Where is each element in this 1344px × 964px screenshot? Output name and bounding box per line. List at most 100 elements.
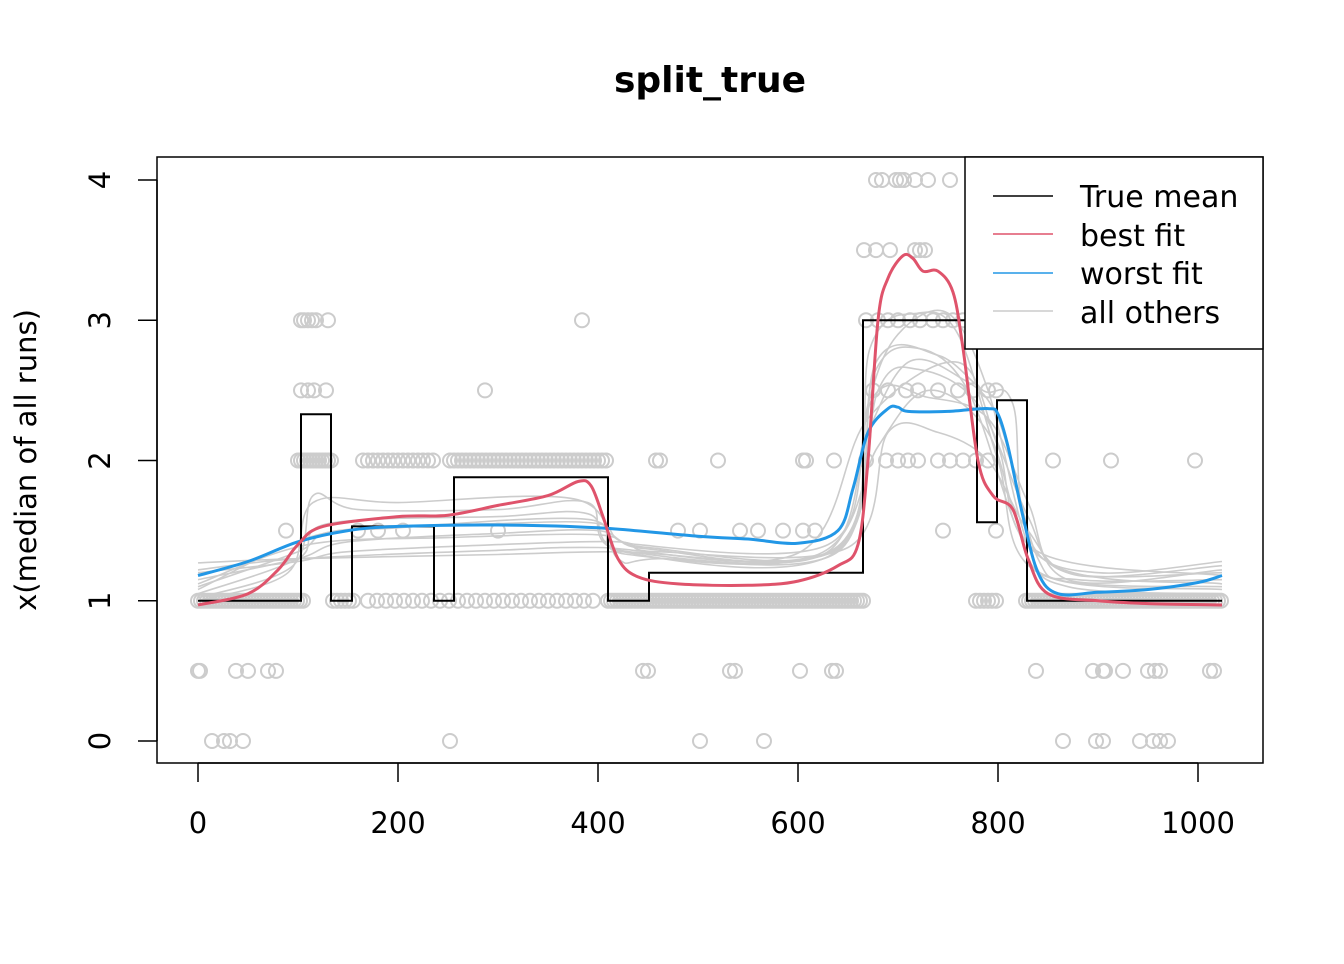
data-point xyxy=(531,592,547,609)
data-point xyxy=(466,452,482,469)
data-point xyxy=(756,733,772,749)
data-point xyxy=(540,592,556,609)
data-point xyxy=(585,592,601,609)
data-point xyxy=(598,452,614,469)
data-point xyxy=(692,733,708,749)
data-point xyxy=(1187,452,1203,469)
data-point xyxy=(506,452,522,469)
data-point xyxy=(405,592,421,609)
data-point xyxy=(972,592,988,609)
x-tick-label: 600 xyxy=(770,806,825,840)
data-point xyxy=(942,172,958,188)
data-point xyxy=(458,452,474,469)
data-point xyxy=(1028,662,1044,679)
data-point xyxy=(878,452,894,469)
data-point xyxy=(988,522,1004,539)
data-point xyxy=(1085,662,1101,679)
data-point xyxy=(278,522,294,539)
data-point xyxy=(930,452,946,469)
data-point xyxy=(240,662,256,679)
data-point xyxy=(318,382,334,399)
data-point xyxy=(855,592,871,609)
data-point xyxy=(968,592,984,609)
data-point xyxy=(775,522,791,539)
data-point xyxy=(727,662,743,679)
data-point xyxy=(1147,662,1163,679)
data-point xyxy=(795,522,811,539)
legend-label-all-others: all others xyxy=(1080,296,1220,331)
data-point xyxy=(890,452,906,469)
data-point xyxy=(534,452,550,469)
data-point xyxy=(396,592,412,609)
data-point xyxy=(474,452,490,469)
data-point xyxy=(304,312,320,329)
data-point xyxy=(912,242,928,259)
data-points xyxy=(190,172,1229,749)
data-point xyxy=(896,172,912,188)
data-point xyxy=(320,312,336,329)
data-point xyxy=(477,382,493,399)
data-point xyxy=(907,242,923,259)
data-point xyxy=(378,592,394,609)
data-point xyxy=(828,662,844,679)
data-point xyxy=(420,452,436,469)
data-point xyxy=(582,452,598,469)
data-point xyxy=(574,452,590,469)
y-axis-label: x(median of all runs) xyxy=(9,309,43,611)
legend: True mean best fit worst fit all others xyxy=(964,156,1264,350)
data-point xyxy=(425,452,441,469)
data-point xyxy=(824,662,840,679)
x-tick-label: 800 xyxy=(970,806,1025,840)
x-tick-label: 1000 xyxy=(1161,806,1235,840)
data-point xyxy=(567,592,583,609)
data-point xyxy=(558,452,574,469)
data-point xyxy=(955,452,971,469)
data-point xyxy=(360,592,376,609)
data-point xyxy=(826,452,842,469)
data-point xyxy=(478,452,494,469)
data-point xyxy=(192,662,208,679)
data-point xyxy=(640,662,656,679)
data-point xyxy=(980,592,996,609)
data-point xyxy=(542,452,558,469)
data-point xyxy=(1152,733,1168,749)
data-point xyxy=(562,452,578,469)
data-point xyxy=(504,592,520,609)
data-point xyxy=(917,242,933,259)
other-fit-line xyxy=(197,422,1223,578)
data-point xyxy=(387,592,403,609)
data-point xyxy=(554,452,570,469)
legend-label-best-fit: best fit xyxy=(1080,219,1185,254)
data-point xyxy=(442,733,458,749)
data-point xyxy=(1206,662,1222,679)
data-point xyxy=(570,452,586,469)
data-point xyxy=(1097,662,1113,679)
data-point xyxy=(935,522,951,539)
data-point xyxy=(204,733,220,749)
data-point xyxy=(538,452,554,469)
data-point xyxy=(459,592,475,609)
data-point xyxy=(710,452,726,469)
data-point xyxy=(514,452,530,469)
data-point xyxy=(216,733,232,749)
y-tick-label: 0 xyxy=(83,732,117,750)
x-tick-label: 0 xyxy=(189,806,207,840)
other-fit-line xyxy=(197,384,1223,585)
data-point xyxy=(888,172,904,188)
data-point xyxy=(268,662,284,679)
data-point xyxy=(722,662,738,679)
other-fit-line xyxy=(197,366,1223,581)
data-point xyxy=(462,452,478,469)
data-point xyxy=(470,452,486,469)
data-point xyxy=(1140,662,1156,679)
y-axis: 0 1 2 3 4 xyxy=(83,171,158,750)
data-point xyxy=(976,592,992,609)
data-point xyxy=(296,312,312,329)
data-point xyxy=(308,312,324,329)
data-point xyxy=(578,452,594,469)
data-point xyxy=(980,452,996,469)
data-point xyxy=(670,522,686,539)
data-point xyxy=(446,452,462,469)
data-point xyxy=(988,592,1004,609)
